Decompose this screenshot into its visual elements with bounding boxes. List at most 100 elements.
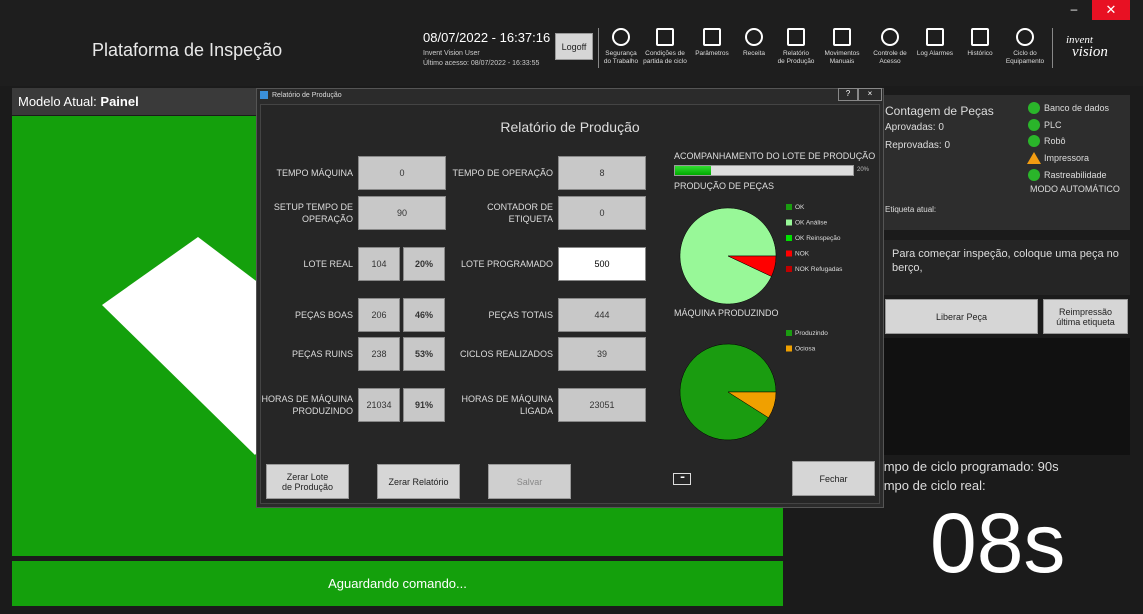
- toolbar-icon[interactable]: [971, 28, 989, 46]
- toolbar-icon[interactable]: [612, 28, 630, 46]
- window-icon: [260, 91, 268, 99]
- toolbar-icon[interactable]: [787, 28, 805, 46]
- rejected: Reprovadas: 0: [885, 140, 951, 151]
- status-label: Rastreabilidade: [1044, 169, 1107, 180]
- toolbar-icon[interactable]: [1016, 28, 1034, 46]
- dialog-title: Relatório de Produção: [500, 119, 640, 135]
- keyboard-icon[interactable]: ▪▪▪: [673, 473, 691, 485]
- minimize-button[interactable]: –: [1070, 2, 1078, 16]
- field-value: 90: [358, 196, 446, 230]
- current-label: Etiqueta atual:: [885, 205, 937, 214]
- progress-track: [674, 165, 854, 176]
- field-value: 104: [358, 247, 400, 281]
- pie-title: MÁQUINA PRODUZINDO: [674, 308, 779, 318]
- separator: [598, 28, 599, 68]
- release-button[interactable]: Liberar Peça: [885, 299, 1038, 334]
- toolbar-label[interactable]: Parâmetros: [695, 50, 729, 57]
- status-label: Robô: [1044, 136, 1066, 147]
- toolbar-label[interactable]: Condições de partida de ciclo: [643, 50, 687, 65]
- logoff-button[interactable]: Logoff: [555, 33, 593, 60]
- field-value: 21034: [358, 388, 400, 422]
- status-icon: [1028, 135, 1040, 148]
- last-access: Último acesso: 08/07/2022 - 16:33:55: [423, 60, 540, 67]
- progress-label: 20%: [857, 167, 870, 173]
- toolbar-label[interactable]: Histórico: [967, 50, 993, 57]
- mode: MODO AUTOMÁTICO: [1030, 184, 1120, 194]
- field-label: CICLOS REALIZADOS: [459, 349, 553, 359]
- field-value: 206: [358, 298, 400, 332]
- reprint-button[interactable]: Reimpressão última etiqueta: [1043, 299, 1128, 334]
- model-label: Modelo Atual: Painel: [18, 94, 139, 109]
- help-button[interactable]: ?: [838, 88, 858, 101]
- field-percent: 20%: [403, 247, 445, 281]
- status-bar: Aguardando comando...: [12, 561, 783, 606]
- field-label: PEÇAS RUINS: [291, 349, 353, 359]
- toolbar-icon[interactable]: [745, 28, 763, 46]
- status-label: Banco de dados: [1044, 103, 1110, 113]
- logo-top: invent: [1066, 34, 1093, 46]
- field-label: TEMPO MÁQUINA: [276, 168, 353, 178]
- toolbar-label[interactable]: Ciclo do Equipamento: [1005, 50, 1045, 65]
- cycle-time: 08s: [930, 496, 1066, 590]
- field-value: 444: [558, 298, 646, 332]
- field-label: LOTE PROGRAMADO: [460, 259, 553, 269]
- field-label: PEÇAS TOTAIS: [488, 310, 553, 320]
- dialog-close[interactable]: ×: [858, 88, 882, 101]
- field-value: 238: [358, 337, 400, 371]
- toolbar-icon[interactable]: [926, 28, 944, 46]
- approved: Aprovadas: 0: [885, 122, 944, 133]
- progress-title: ACOMPANHAMENTO DO LOTE DE PRODUÇÃO: [674, 151, 876, 161]
- status-icon: [1028, 118, 1040, 131]
- close-button[interactable]: ✕: [1092, 0, 1130, 20]
- field-value: 23051: [558, 388, 646, 422]
- field-percent: 53%: [403, 337, 445, 371]
- dialog-button[interactable]: Fechar: [792, 461, 875, 496]
- user: Invent Vision User: [423, 50, 480, 57]
- toolbar-label[interactable]: Relatório de Produção: [777, 50, 815, 65]
- status-icon: [1027, 152, 1041, 165]
- toolbar-label[interactable]: Movimentos Manuais: [824, 50, 860, 65]
- field-value: 8: [558, 156, 646, 190]
- app-title: Plataforma de Inspeção: [92, 40, 283, 60]
- cycle-programmed: Tempo de ciclo programado: 90s: [870, 459, 1059, 474]
- toolbar-label[interactable]: Log Alarmes: [916, 50, 954, 57]
- field-percent: 46%: [403, 298, 445, 332]
- dialog-button[interactable]: Zerar Relatório: [377, 464, 460, 499]
- field-label: CONTADOR DE ETIQUETA: [487, 202, 553, 224]
- field-label: HORAS DE MÁQUINA PRODUZINDO: [261, 394, 353, 416]
- toolbar-icon[interactable]: [703, 28, 721, 46]
- field-value: 0: [358, 156, 446, 190]
- field-label: PEÇAS BOAS: [294, 310, 353, 320]
- status-icon: [1028, 168, 1040, 181]
- count-title: Contagem de Peças: [885, 104, 994, 118]
- toolbar-icon[interactable]: [656, 28, 674, 46]
- message: Para começar inspeção, coloque uma peça …: [892, 248, 1119, 274]
- status-label: Impressora: [1044, 153, 1090, 164]
- model-name: Painel: [100, 94, 139, 109]
- dialog-button: Salvar: [488, 464, 571, 499]
- toolbar-label[interactable]: Segurança do Trabalho: [603, 50, 639, 65]
- toolbar-icon[interactable]: [881, 28, 899, 46]
- toolbar-label[interactable]: Receita: [742, 50, 766, 57]
- field-value: 39: [558, 337, 646, 371]
- field-label: HORAS DE MÁQUINA LIGADA: [461, 394, 553, 416]
- model-label-text: Modelo Atual:: [18, 94, 97, 109]
- progress-fill: [675, 166, 711, 175]
- cycle-real: Tempo de ciclo real:: [870, 478, 986, 493]
- dialog-button[interactable]: Zerar Lote de Produção: [266, 464, 349, 499]
- toolbar-label[interactable]: Controle de Acesso: [873, 50, 907, 65]
- field-value: 0: [558, 196, 646, 230]
- separator: [1052, 28, 1053, 68]
- field-label: TEMPO DE OPERAÇÃO: [452, 168, 553, 178]
- datetime: 08/07/2022 - 16:37:16: [423, 30, 551, 45]
- logo-bottom: vision: [1072, 44, 1108, 60]
- status-label: PLC: [1044, 119, 1062, 130]
- window-title: Relatório de Produção: [272, 92, 342, 99]
- status-icon: [1028, 102, 1040, 114]
- toolbar-icon[interactable]: [833, 28, 851, 46]
- pie-title: PRODUÇÃO DE PEÇAS: [674, 181, 775, 191]
- field-percent: 91%: [403, 388, 445, 422]
- field-label: LOTE REAL: [303, 259, 353, 269]
- field-value[interactable]: 500: [558, 247, 646, 281]
